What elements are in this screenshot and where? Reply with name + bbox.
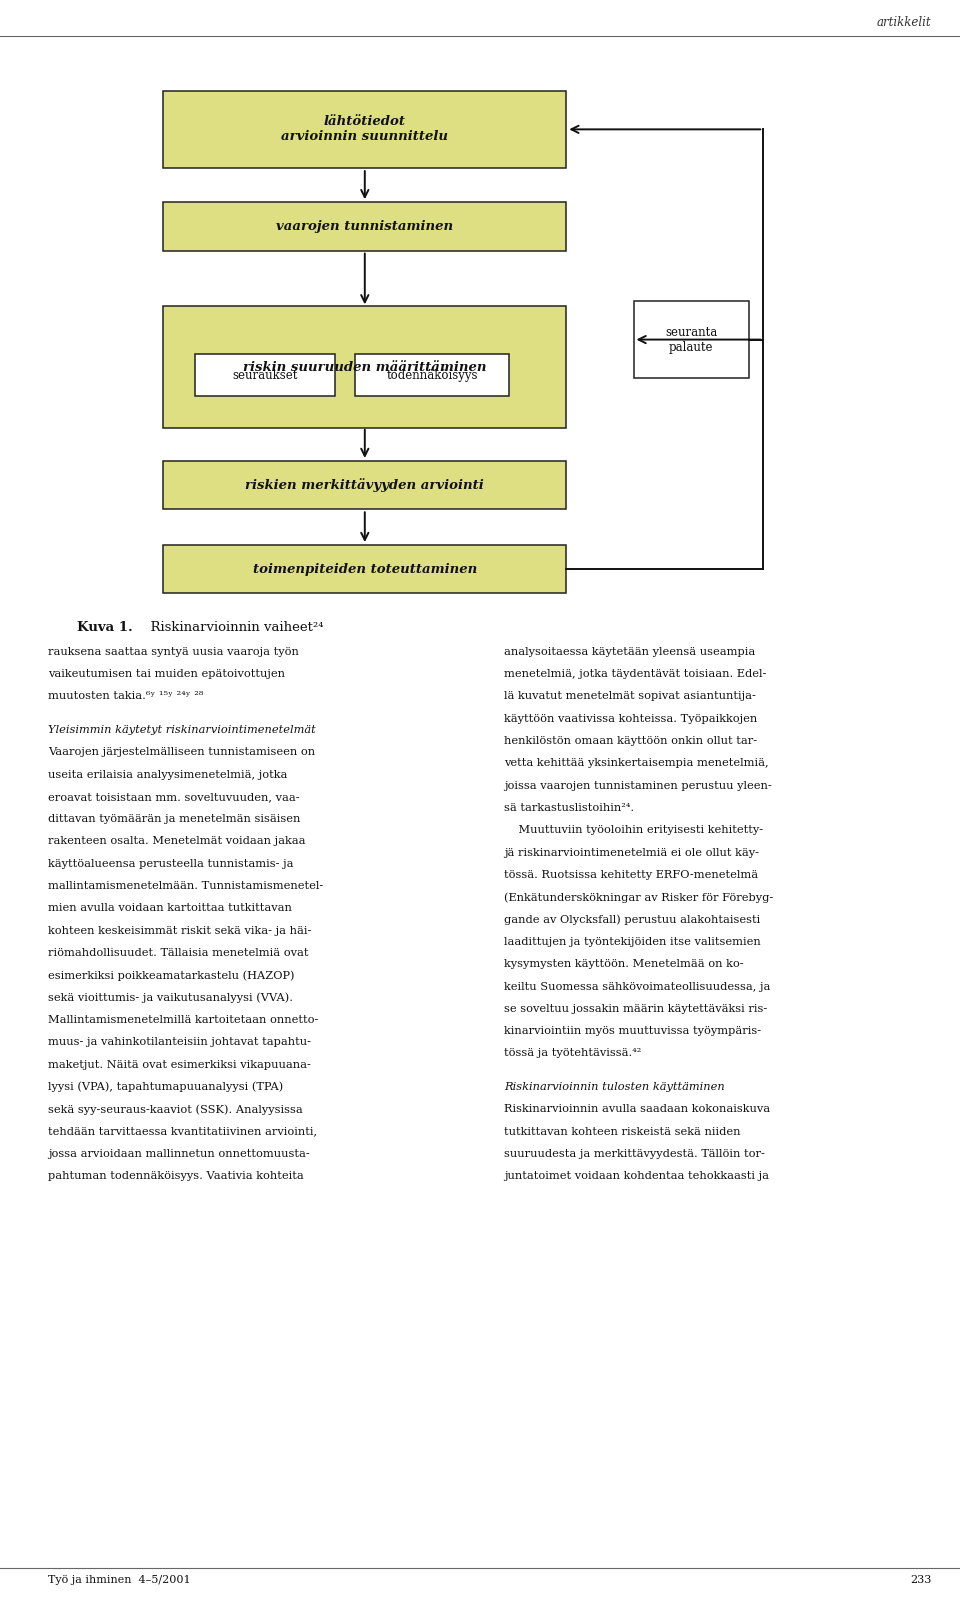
Text: lähtötiedot
arvioinnin suunnittelu: lähtötiedot arvioinnin suunnittelu <box>281 115 448 144</box>
Text: esimerkiksi poikkeamatarkastelu (HAZOP): esimerkiksi poikkeamatarkastelu (HAZOP) <box>48 970 295 982</box>
Text: Vaarojen järjestelmälliseen tunnistamiseen on: Vaarojen järjestelmälliseen tunnistamise… <box>48 747 315 757</box>
Bar <box>634 301 749 378</box>
Text: vaarojen tunnistaminen: vaarojen tunnistaminen <box>276 220 453 233</box>
Bar <box>163 91 566 168</box>
Bar <box>163 307 566 427</box>
Text: todennäköisyys: todennäköisyys <box>386 369 478 382</box>
Text: riskin suuruuden määrittäminen: riskin suuruuden määrittäminen <box>243 361 487 374</box>
Text: tehdään tarvittaessa kvantitatiivinen arviointi,: tehdään tarvittaessa kvantitatiivinen ar… <box>48 1127 317 1137</box>
Text: Riskinarvioinnin tulosten käyttäminen: Riskinarvioinnin tulosten käyttäminen <box>504 1082 725 1091</box>
Text: käyttöön vaativissa kohteissa. Työpaikkojen: käyttöön vaativissa kohteissa. Työpaikko… <box>504 713 757 724</box>
Text: keiltu Suomessa sähkövoimateollisuudessa, ja: keiltu Suomessa sähkövoimateollisuudessa… <box>504 982 770 991</box>
Text: 233: 233 <box>910 1575 931 1585</box>
Text: Yleisimmin käytetyt riskinarviointimenetelmät: Yleisimmin käytetyt riskinarviointimenet… <box>48 724 316 734</box>
Text: jossa arvioidaan mallinnetun onnettomuusta-: jossa arvioidaan mallinnetun onnettomuus… <box>48 1148 310 1159</box>
Text: gande av Olycksfall) perustuu alakohtaisesti: gande av Olycksfall) perustuu alakohtais… <box>504 915 760 925</box>
Text: (Enkätunderskökningar av Risker för Förebyg-: (Enkätunderskökningar av Risker för Före… <box>504 893 773 902</box>
Bar <box>163 545 566 593</box>
Text: Kuva 1.: Kuva 1. <box>77 621 132 634</box>
Text: riskien merkittävyyden arviointi: riskien merkittävyyden arviointi <box>246 479 484 492</box>
Text: suuruudesta ja merkittävyydestä. Tällöin tor-: suuruudesta ja merkittävyydestä. Tällöin… <box>504 1148 765 1159</box>
Text: lyysi (VPA), tapahtumapuuanalyysi (TPA): lyysi (VPA), tapahtumapuuanalyysi (TPA) <box>48 1082 283 1093</box>
Text: tutkittavan kohteen riskeistä sekä niiden: tutkittavan kohteen riskeistä sekä niide… <box>504 1127 740 1137</box>
Text: joissa vaarojen tunnistaminen perustuu yleen-: joissa vaarojen tunnistaminen perustuu y… <box>504 781 772 791</box>
Text: mien avulla voidaan kartoittaa tutkittavan: mien avulla voidaan kartoittaa tutkittav… <box>48 904 292 914</box>
Text: Muuttuviin työoloihin erityisesti kehitetty-: Muuttuviin työoloihin erityisesti kehite… <box>504 825 763 836</box>
Text: henkilöstön omaan käyttöön onkin ollut tar-: henkilöstön omaan käyttöön onkin ollut t… <box>504 736 757 745</box>
Text: rakenteen osalta. Menetelmät voidaan jakaa: rakenteen osalta. Menetelmät voidaan jak… <box>48 836 305 846</box>
Text: pahtuman todennäköisyys. Vaativia kohteita: pahtuman todennäköisyys. Vaativia kohtei… <box>48 1171 303 1180</box>
Text: juntatoimet voidaan kohdentaa tehokkaasti ja: juntatoimet voidaan kohdentaa tehokkaast… <box>504 1171 769 1180</box>
Text: kinarviointiin myös muuttuvissa työympäris-: kinarviointiin myös muuttuvissa työympär… <box>504 1027 761 1036</box>
Text: toimenpiteiden toteuttaminen: toimenpiteiden toteuttaminen <box>252 563 477 576</box>
Text: eroavat toisistaan mm. soveltuvuuden, vaa-: eroavat toisistaan mm. soveltuvuuden, va… <box>48 792 300 802</box>
Bar <box>163 461 566 509</box>
Text: sä tarkastuslistoihin²⁴.: sä tarkastuslistoihin²⁴. <box>504 804 635 813</box>
Text: menetelmiä, jotka täydentävät toisiaan. Edel-: menetelmiä, jotka täydentävät toisiaan. … <box>504 669 766 679</box>
Text: riömahdollisuudet. Tällaisia menetelmiä ovat: riömahdollisuudet. Tällaisia menetelmiä … <box>48 948 308 957</box>
Text: Työ ja ihminen  4–5/2001: Työ ja ihminen 4–5/2001 <box>48 1575 191 1585</box>
Text: Riskinarvioinnin vaiheet²⁴: Riskinarvioinnin vaiheet²⁴ <box>142 621 324 634</box>
Text: lä kuvatut menetelmät sopivat asiantuntija-: lä kuvatut menetelmät sopivat asiantunti… <box>504 692 756 702</box>
Text: tössä ja työtehtävissä.⁴²: tössä ja työtehtävissä.⁴² <box>504 1048 641 1059</box>
Text: vetta kehittää yksinkertaisempia menetelmiä,: vetta kehittää yksinkertaisempia menetel… <box>504 758 769 768</box>
Text: jä riskinarviointimenetelmiä ei ole ollut käy-: jä riskinarviointimenetelmiä ei ole ollu… <box>504 847 759 857</box>
Text: sekä vioittumis- ja vaikutusanalyysi (VVA).: sekä vioittumis- ja vaikutusanalyysi (VV… <box>48 993 293 1003</box>
Text: seuraukset: seuraukset <box>232 369 298 382</box>
Text: mallintamismenetelmään. Tunnistamismenetel-: mallintamismenetelmään. Tunnistamismenet… <box>48 881 324 891</box>
Text: kysymysten käyttöön. Menetelmää on ko-: kysymysten käyttöön. Menetelmää on ko- <box>504 959 744 969</box>
Text: Mallintamismenetelmillä kartoitetaan onnetto-: Mallintamismenetelmillä kartoitetaan onn… <box>48 1015 319 1025</box>
Text: käyttöalueensa perusteella tunnistamis- ja: käyttöalueensa perusteella tunnistamis- … <box>48 859 294 868</box>
Text: tössä. Ruotsissa kehitetty ERFO-menetelmä: tössä. Ruotsissa kehitetty ERFO-menetelm… <box>504 870 758 880</box>
Bar <box>163 202 566 251</box>
Text: laadittujen ja työntekijöiden itse valitsemien: laadittujen ja työntekijöiden itse valit… <box>504 936 760 948</box>
Text: analysoitaessa käytetään yleensä useampia: analysoitaessa käytetään yleensä useampi… <box>504 647 756 657</box>
Text: dittavan työmäärän ja menetelmän sisäisen: dittavan työmäärän ja menetelmän sisäise… <box>48 815 300 825</box>
Text: muutosten takia.⁶ʸ ¹⁵ʸ ²⁴ʸ ²⁸: muutosten takia.⁶ʸ ¹⁵ʸ ²⁴ʸ ²⁸ <box>48 692 204 702</box>
Text: seuranta
palaute: seuranta palaute <box>665 325 717 354</box>
Text: se soveltuu jossakin määrin käytettäväksi ris-: se soveltuu jossakin määrin käytettäväks… <box>504 1004 767 1014</box>
Text: rauksena saattaa syntyä uusia vaaroja työn: rauksena saattaa syntyä uusia vaaroja ty… <box>48 647 299 657</box>
Text: muus- ja vahinkotilanteisiin johtavat tapahtu-: muus- ja vahinkotilanteisiin johtavat ta… <box>48 1038 311 1048</box>
Text: kohteen keskeisimmät riskit sekä vika- ja häi-: kohteen keskeisimmät riskit sekä vika- j… <box>48 925 311 936</box>
Bar <box>196 354 335 396</box>
Text: Riskinarvioinnin avulla saadaan kokonaiskuva: Riskinarvioinnin avulla saadaan kokonais… <box>504 1104 770 1114</box>
Text: useita erilaisia analyysimenetelmiä, jotka: useita erilaisia analyysimenetelmiä, jot… <box>48 770 287 779</box>
Bar <box>355 354 509 396</box>
Text: maketjut. Näitä ovat esimerkiksi vikapuuana-: maketjut. Näitä ovat esimerkiksi vikapuu… <box>48 1059 311 1069</box>
Text: vaikeutumisen tai muiden epätoivottujen: vaikeutumisen tai muiden epätoivottujen <box>48 669 285 679</box>
Text: sekä syy-seuraus-kaaviot (SSK). Analyysissa: sekä syy-seuraus-kaaviot (SSK). Analyysi… <box>48 1104 302 1114</box>
Text: artikkelit: artikkelit <box>876 16 931 29</box>
